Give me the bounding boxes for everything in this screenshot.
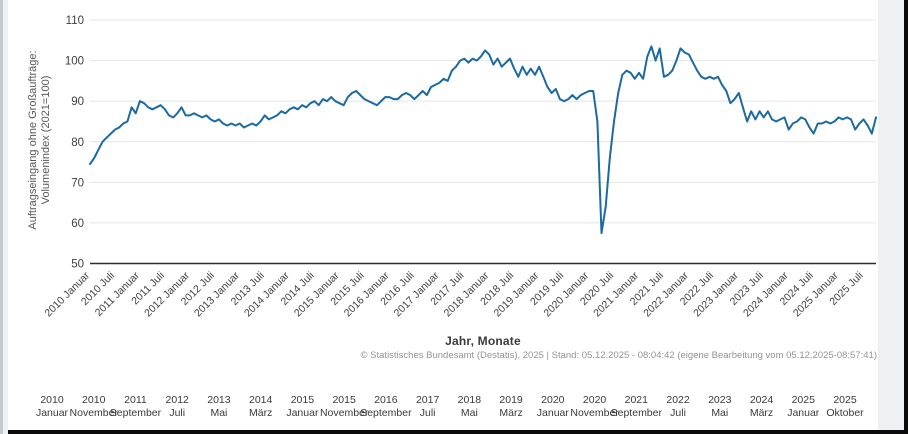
slider-stop-month: November [319, 407, 369, 419]
slider-stop-month: Januar [787, 407, 820, 419]
slider-stop-year: 2011 [124, 394, 147, 406]
slider-stop-month: März [499, 407, 523, 419]
copyright-note: © Statistisches Bundesamt (Destatis), 20… [360, 350, 877, 361]
slider-stop-year: 2015 [332, 394, 356, 406]
slider-stop-label[interactable]: 2020 November [560, 394, 630, 420]
slider-stop-month: Juli [169, 407, 186, 419]
slider-stop-label[interactable]: 2021 September [601, 394, 671, 420]
slider-stop-month: November [69, 407, 118, 419]
slider-stop-month: Mai [460, 407, 478, 419]
y-axis-title-line1: Auftragseingang ohne Großaufträge: [27, 50, 39, 230]
window-border-right [904, 0, 908, 434]
slider-stop-month: Januar [35, 407, 69, 419]
slider-stop-year: 2018 [457, 394, 482, 406]
slider-stop-label[interactable]: 2025 Oktober [810, 394, 880, 420]
slider-stop-year: 2012 [165, 394, 189, 406]
slider-stop-label[interactable]: 2015 Januar [267, 394, 337, 420]
slider-stop-year: 2020 [541, 394, 565, 406]
slider-stop-label[interactable]: 2018 Mai [434, 394, 504, 420]
slider-stop-label[interactable]: 2020 Januar [518, 394, 588, 420]
slider-stop-month: Juli [419, 407, 436, 419]
data-line[interactable] [89, 45, 877, 235]
slider-stop-year: 2021 [624, 394, 648, 406]
slider-stop-month: Oktober [826, 407, 864, 419]
y-tick-label: 70 [71, 177, 84, 189]
slider-stop-month: September [610, 407, 662, 419]
y-axis-tick-labels: 50 60 70 80 90 100 110 [65, 15, 84, 271]
slider-stop-year: 2010 [40, 394, 64, 406]
slider-stop-year: 2014 [248, 394, 273, 406]
slider-stop-month: September [109, 407, 162, 419]
slider-stop-label[interactable]: 2022 Juli [643, 394, 713, 420]
slider-stop-year: 2024 [749, 394, 774, 406]
slider-stop-label[interactable]: 2013 Mai [184, 394, 254, 420]
slider-stop-year: 2015 [290, 394, 315, 406]
y-tick-label: 50 [71, 259, 84, 271]
y-axis-title-line2: Volumenindex (2021=100) [40, 75, 52, 205]
slider-stop-label[interactable]: 2015 November [309, 394, 379, 420]
slider-stop-year: 2013 [207, 394, 231, 406]
slider-stop-label[interactable]: 2025 Januar [768, 394, 838, 420]
slider-stop-label[interactable]: 2010 November [59, 394, 129, 420]
slider-stop-label[interactable]: 2019 März [476, 394, 546, 420]
page-margin-right [878, 0, 904, 434]
y-tick-label: 60 [71, 218, 84, 230]
slider-stop-label[interactable]: 2016 September [351, 394, 421, 420]
slider-stop-month: Januar [536, 407, 569, 419]
slider-stop-month: März [249, 407, 273, 419]
y-tick-label: 110 [66, 15, 84, 27]
slider-stop-year: 2020 [582, 394, 607, 406]
slider-stop-label[interactable]: 2014 März [226, 394, 296, 420]
gridlines [90, 19, 876, 265]
slider-stop-label[interactable]: 2024 März [727, 394, 797, 420]
slider-stop-year: 2023 [708, 394, 732, 406]
slider-stop-month: September [360, 407, 412, 419]
slider-stop-month: Januar [286, 407, 319, 419]
y-tick-label: 100 [65, 56, 84, 68]
y-tick-label: 90 [71, 96, 84, 108]
slider-stop-label[interactable]: 2023 Mai [685, 394, 755, 420]
y-tick-label: 80 [71, 137, 84, 149]
x-axis-title: Jahr, Monate [445, 334, 521, 348]
slider-stop-year: 2010 [82, 394, 106, 406]
slider-stop-label[interactable]: 2012 Juli [142, 394, 212, 420]
slider-stop-year: 2025 [833, 394, 857, 406]
slider-stop-year: 2017 [415, 394, 440, 406]
page-margin-left [0, 0, 8, 434]
slider-stop-year: 2019 [499, 394, 523, 406]
slider-stop-label[interactable]: 2010 Januar [17, 394, 87, 420]
window-border-bottom [8, 430, 908, 434]
slider-stop-year: 2016 [374, 394, 398, 406]
slider-stop-month: November [570, 407, 619, 419]
slider-stop-month: Juli [670, 407, 686, 419]
slider-stop-month: Mai [711, 407, 729, 419]
slider-stop-year: 2022 [666, 394, 690, 406]
time-range-slider[interactable]: 2010 Januar 2010 November 2011 September 2012 J… [0, 360, 908, 430]
slider-stop-label[interactable]: 2017 Juli [393, 394, 463, 420]
slider-stop-year: 2025 [791, 394, 815, 406]
slider-stop-label[interactable]: 2011 September [100, 394, 170, 420]
slider-stop-month: Mai [210, 407, 228, 419]
y-axis-title: Auftragseingang ohne Großaufträge: Volum… [27, 10, 53, 270]
slider-stop-month: März [749, 407, 774, 419]
